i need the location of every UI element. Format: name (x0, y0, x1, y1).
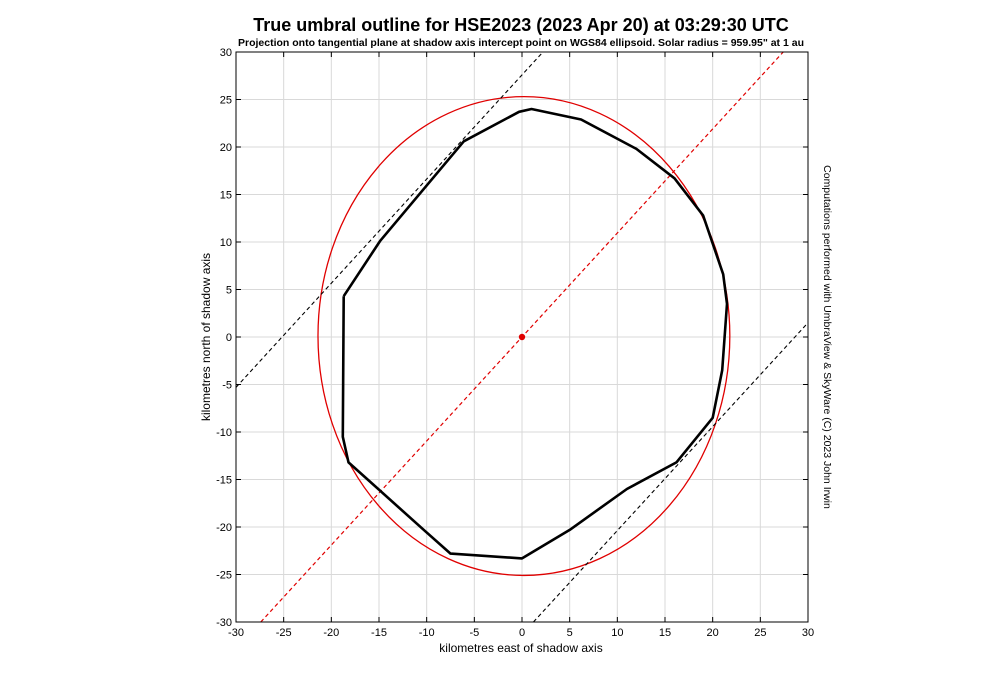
x-tick-label: -25 (276, 627, 292, 639)
x-tick-label: -10 (419, 627, 435, 639)
y-tick-label: -10 (216, 427, 232, 439)
credit-note: Computations performed with UmbraView & … (821, 165, 833, 509)
y-axis-label: kilometres north of shadow axis (199, 253, 213, 421)
umbral-outline (341, 107, 729, 560)
y-tick-label: 25 (220, 95, 232, 107)
y-tick-label: -15 (216, 475, 232, 487)
y-tick-label: 15 (220, 190, 232, 202)
y-tick-label: 10 (220, 237, 232, 249)
x-tick-label: -30 (228, 627, 244, 639)
x-tick-label: 30 (802, 627, 814, 639)
x-tick-label: 10 (611, 627, 623, 639)
axis-ticks: -30 -25 -20 -15 -10 -5 0 5 10 15 20 25 30 -30 -25 -20 -1… (216, 47, 814, 639)
y-tick-label: 5 (226, 285, 232, 297)
y-tick-label: 20 (220, 142, 232, 154)
x-tick-label: -5 (469, 627, 479, 639)
x-tick-label: 5 (567, 627, 573, 639)
x-tick-label: 25 (754, 627, 766, 639)
x-axis-label: kilometres east of shadow axis (439, 641, 602, 655)
y-tick-label: 0 (226, 332, 232, 344)
chart-title: True umbral outline for HSE2023 (2023 Ap… (253, 15, 789, 35)
shadow-axis-point (518, 333, 526, 341)
x-tick-label: -20 (323, 627, 339, 639)
x-tick-label: -15 (371, 627, 387, 639)
tangent-line (236, 52, 544, 388)
y-tick-label: -25 (216, 570, 232, 582)
y-tick-label: -5 (222, 380, 232, 392)
limb-ellipse (317, 95, 731, 577)
chart-subtitle: Projection onto tangential plane at shad… (238, 37, 804, 49)
x-tick-label: 0 (519, 627, 525, 639)
grid (236, 52, 808, 622)
x-tick-label: 15 (659, 627, 671, 639)
y-tick-label: 30 (220, 47, 232, 59)
y-tick-label: -20 (216, 522, 232, 534)
plot-area (236, 52, 808, 622)
y-tick-label: -30 (216, 617, 232, 629)
tangent-line (533, 322, 808, 622)
x-tick-label: 20 (707, 627, 719, 639)
